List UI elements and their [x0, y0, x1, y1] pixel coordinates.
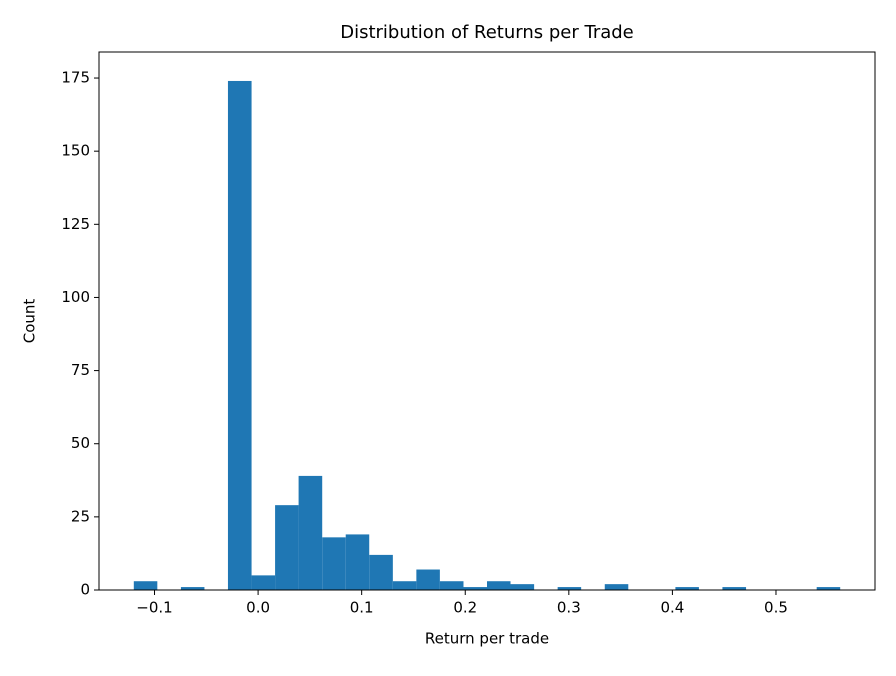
bar	[816, 587, 841, 590]
bar	[439, 581, 464, 590]
x-tick-label: 0.3	[557, 599, 581, 617]
x-tick-label: 0.2	[453, 599, 477, 617]
bar	[487, 581, 511, 590]
bar	[416, 569, 440, 590]
bar	[369, 554, 393, 590]
x-tick-label: 0.1	[350, 599, 374, 617]
chart-title: Distribution of Returns per Trade	[340, 22, 634, 43]
bar	[133, 581, 158, 590]
x-tick-label: 0.0	[246, 599, 270, 617]
bar	[675, 587, 699, 590]
y-tick-label: 25	[71, 507, 90, 525]
bar	[604, 584, 629, 590]
bar	[557, 587, 582, 590]
bar	[510, 584, 535, 590]
y-tick-label: 0	[80, 581, 90, 599]
bar	[298, 475, 323, 590]
y-tick-label: 100	[61, 288, 90, 306]
x-tick-label: −0.1	[136, 599, 172, 617]
x-tick-label: 0.5	[764, 599, 788, 617]
bar	[463, 587, 487, 590]
y-tick-label: 75	[71, 361, 90, 379]
plot-frame	[98, 51, 876, 591]
y-tick-label: 150	[61, 142, 90, 160]
x-axis-label: Return per trade	[425, 630, 549, 648]
bar	[275, 505, 299, 590]
bar	[322, 537, 346, 590]
bar	[227, 80, 252, 591]
bar	[251, 575, 276, 590]
bar	[180, 587, 205, 590]
y-tick-label: 50	[71, 434, 90, 452]
y-axis-label: Count	[21, 299, 39, 344]
bar	[345, 534, 370, 590]
x-tick-label: 0.4	[660, 599, 684, 617]
y-tick-label: 175	[61, 69, 90, 87]
y-tick-label: 125	[61, 215, 90, 233]
bar	[722, 587, 747, 590]
bar	[392, 581, 417, 590]
